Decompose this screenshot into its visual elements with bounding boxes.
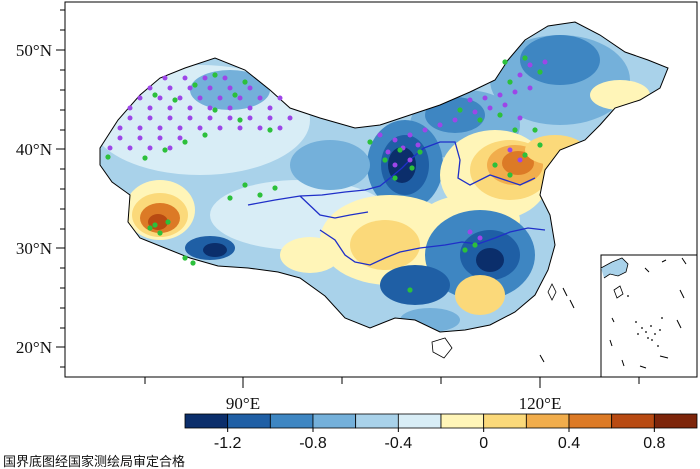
colorbar-label: 0 — [479, 435, 488, 452]
colorbar-swatch — [568, 413, 613, 429]
colorbar-swatch — [269, 413, 314, 429]
colorbar-label: 0.4 — [558, 435, 580, 452]
colorbar-label: -0.8 — [299, 435, 327, 452]
lon-label-120: 120°E — [519, 394, 562, 413]
colorbar-swatch — [184, 413, 229, 429]
colorbar-label: -1.2 — [214, 435, 242, 452]
colorbar-swatch — [653, 413, 698, 429]
lat-label-50: 50°N — [16, 41, 52, 60]
colorbar-swatch — [227, 413, 271, 429]
colorbar-labels: -1.2-0.8-0.400.40.81.2 — [214, 428, 666, 452]
lon-label-90: 90°E — [226, 394, 260, 413]
colorbar-swatch — [312, 413, 357, 429]
colorbar — [184, 413, 698, 429]
colorbar-swatch — [525, 413, 570, 429]
colorbar-swatch — [397, 413, 442, 429]
colorbar-swatch — [355, 413, 399, 429]
colorbar-swatch — [440, 413, 485, 429]
colorbar-swatch — [611, 413, 655, 429]
map-approval-note: 国界底图经国家测绘局审定合格 — [3, 454, 185, 469]
significant-markers-purple — [107, 59, 548, 241]
country-border — [99, 21, 669, 333]
lat-label-40: 40°N — [16, 140, 52, 159]
hainan-island — [431, 337, 453, 359]
longitude-axis — [144, 377, 640, 388]
station-markers — [105, 55, 548, 293]
taiwan-island — [547, 283, 557, 301]
colorbar-label: 0.8 — [643, 435, 665, 452]
colorbar-swatch — [483, 413, 527, 429]
lat-label-30: 30°N — [16, 239, 52, 258]
latitude-axis — [56, 9, 65, 368]
colorbar-label: -0.4 — [385, 435, 413, 452]
lat-label-20: 20°N — [16, 338, 52, 357]
south-china-sea-inset — [600, 254, 698, 378]
significant-markers-green — [105, 55, 543, 293]
small-islands — [539, 287, 575, 363]
